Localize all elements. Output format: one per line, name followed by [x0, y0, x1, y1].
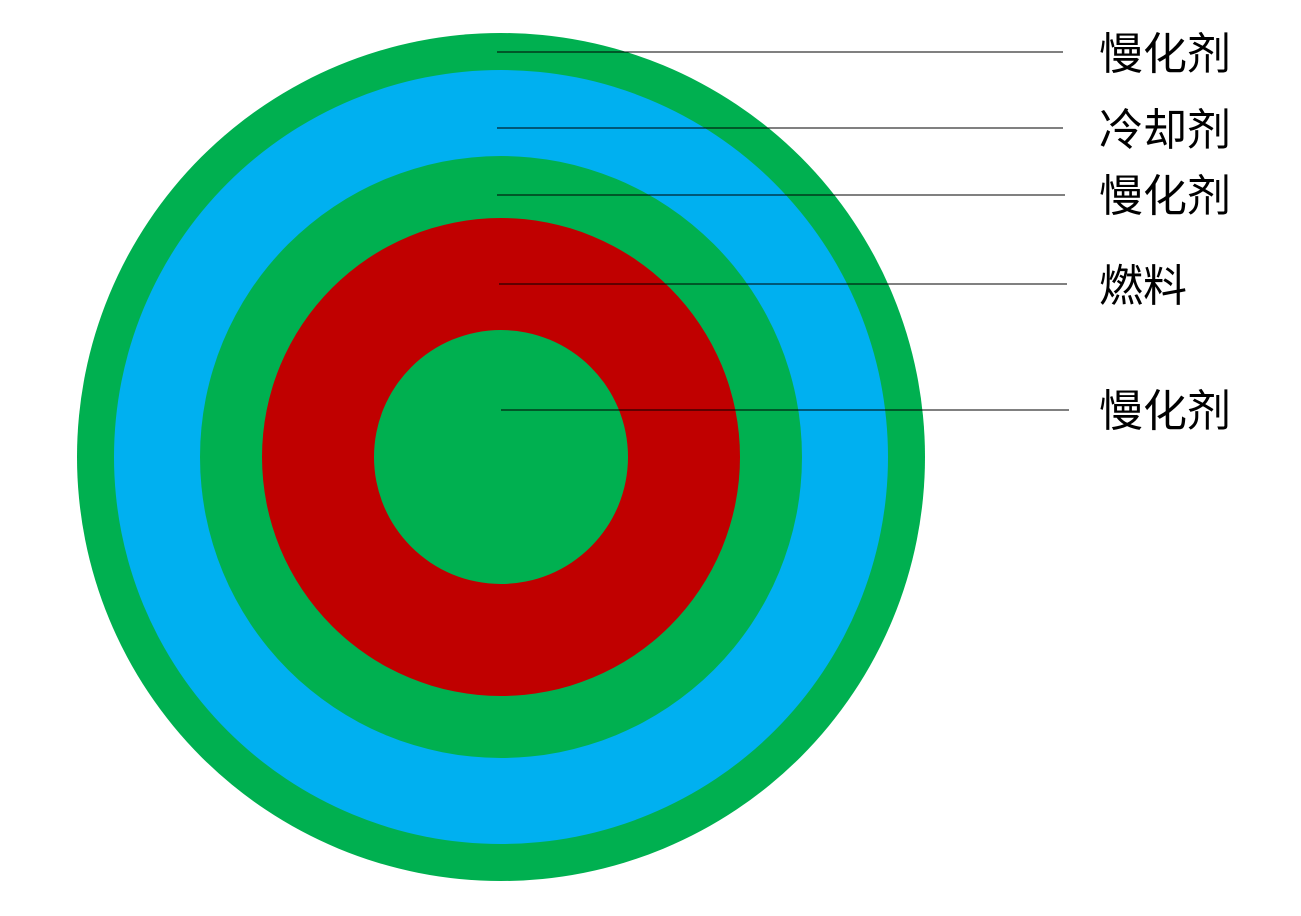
inner-moderator-core [374, 330, 628, 584]
inner-moderator-label: 慢化剂 [1099, 386, 1231, 437]
outer-moderator-label: 慢化剂 [1099, 29, 1231, 80]
middle-moderator-label: 慢化剂 [1099, 171, 1231, 222]
fuel-label: 燃料 [1099, 261, 1187, 312]
coolant-label: 冷却剂 [1099, 105, 1231, 156]
